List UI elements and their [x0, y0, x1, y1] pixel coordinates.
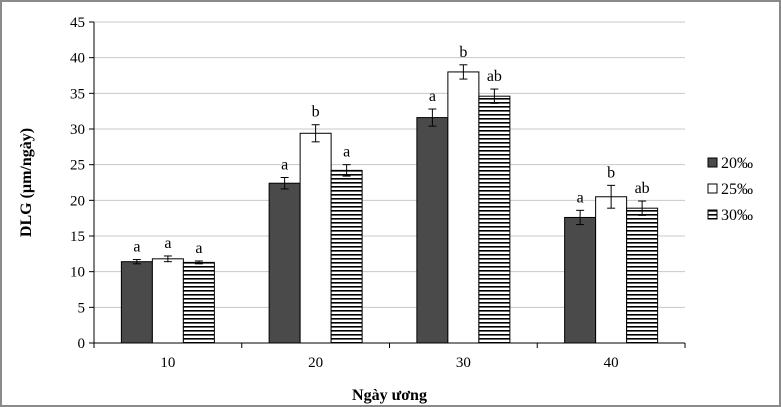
- bar: [151, 258, 184, 344]
- bar: [447, 71, 480, 344]
- y-tick-label: 20: [70, 193, 85, 209]
- significance-label: b: [607, 164, 615, 181]
- x-tick-label: 40: [604, 355, 619, 371]
- legend-label: 20‰: [721, 155, 753, 172]
- bars: [120, 64, 659, 344]
- axes: [89, 21, 686, 348]
- x-axis-title: Ngày ương: [352, 387, 427, 404]
- y-tick-label: 25: [70, 158, 85, 174]
- y-tick-label: 0: [78, 336, 86, 352]
- y-tick-label: 10: [70, 265, 85, 281]
- legend-swatch: [707, 209, 718, 220]
- bar: [182, 261, 215, 344]
- bar: [299, 132, 332, 344]
- legend-swatch: [707, 183, 718, 194]
- significance-label: a: [429, 88, 436, 105]
- legend: 20‰ 25‰ 30‰: [707, 155, 753, 224]
- bar: [478, 95, 511, 344]
- bar: [416, 117, 449, 344]
- bar: [626, 207, 659, 344]
- y-tick-label: 30: [70, 122, 85, 138]
- bar: [330, 169, 363, 344]
- legend-label: 25‰: [721, 181, 753, 198]
- y-tick-label: 40: [70, 51, 85, 67]
- x-tick-label: 20: [308, 355, 323, 371]
- significance-label: b: [459, 44, 467, 61]
- significance-label: ab: [487, 68, 502, 85]
- y-tick-label: 45: [70, 15, 85, 31]
- significance-label: a: [133, 239, 140, 256]
- x-tick-label: 10: [160, 355, 175, 371]
- x-tick-label: 30: [456, 355, 471, 371]
- bar: [268, 182, 301, 344]
- bar: [120, 261, 153, 344]
- y-tick-label: 5: [78, 300, 86, 316]
- y-axis-title: DLG (µm/ngày): [18, 128, 35, 237]
- significance-label: a: [343, 144, 350, 161]
- legend-swatch: [707, 157, 718, 168]
- bar: [564, 216, 597, 344]
- significance-label: a: [577, 189, 584, 206]
- significance-label: a: [195, 240, 202, 257]
- y-tick-label: 15: [70, 229, 85, 245]
- significance-label: b: [312, 104, 320, 121]
- legend-label: 30‰: [721, 207, 753, 224]
- y-tick-label: 35: [70, 86, 85, 102]
- bar: [595, 196, 628, 344]
- significance-label: a: [164, 235, 171, 252]
- significance-label: a: [281, 157, 288, 174]
- significance-label: ab: [635, 180, 650, 197]
